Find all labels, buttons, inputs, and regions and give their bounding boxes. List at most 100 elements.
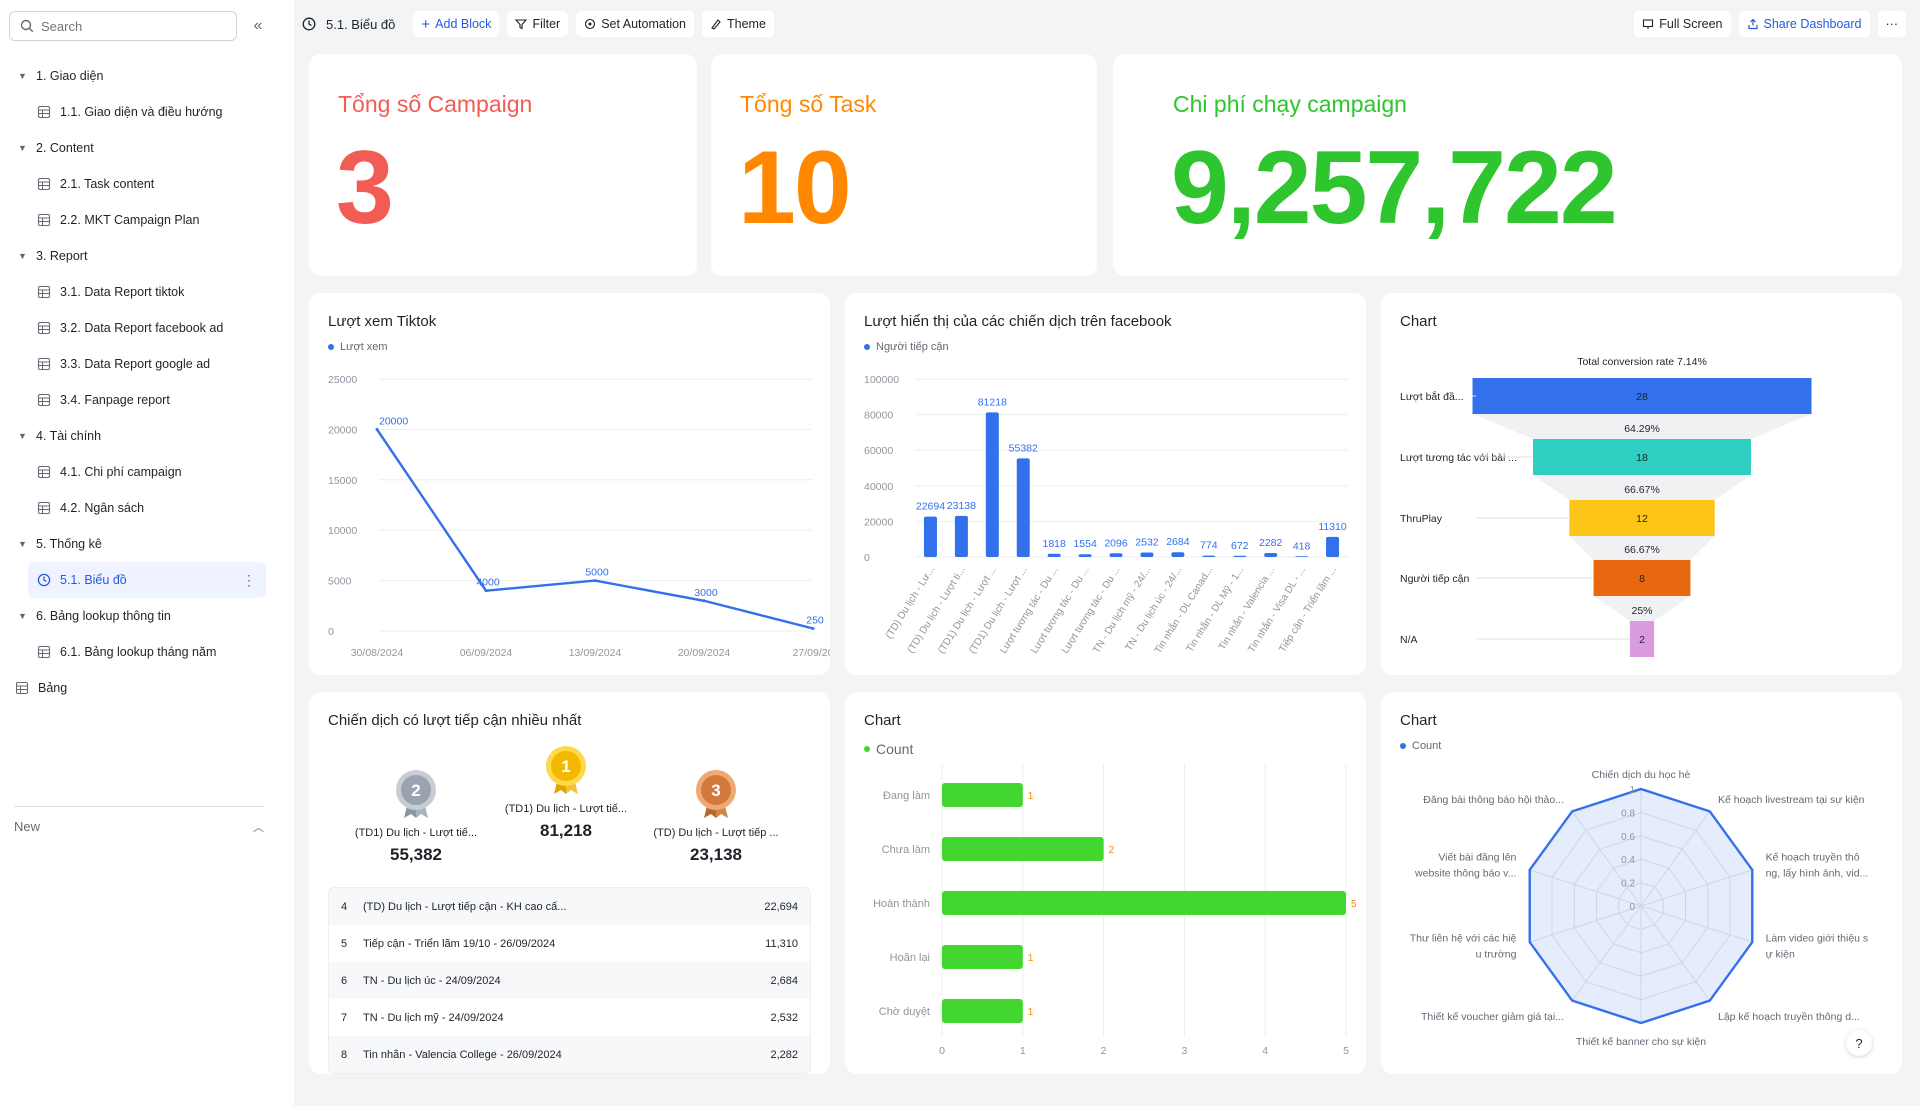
legend-dot	[328, 344, 334, 350]
caret-down-icon[interactable]: ▼	[18, 539, 27, 549]
stage-label: ThruPlay	[1400, 513, 1443, 525]
funnel-stage[interactable]	[1569, 500, 1715, 536]
podium-third[interactable]: 3 (TD) Du lịch - Lượt tiếp ... 23,138	[646, 768, 786, 865]
data-point[interactable]	[593, 579, 597, 583]
help-button[interactable]: ?	[1846, 1030, 1872, 1056]
funnel-chart-card[interactable]: Chart Total conversion rate 7.14% 28 Lượt …	[1381, 293, 1902, 675]
chart-legend[interactable]: Người tiếp cận	[864, 341, 949, 353]
tree-item[interactable]: 4.1. Chi phí campaign	[0, 454, 294, 490]
tree-group[interactable]: ▼ 5. Thống kê	[0, 526, 294, 562]
full-screen-button[interactable]: Full Screen	[1634, 11, 1731, 37]
bar[interactable]	[985, 412, 999, 557]
caret-down-icon[interactable]: ▼	[18, 251, 27, 261]
facebook-chart-card[interactable]: Lượt hiển thị của các chiến dịch trên fa…	[845, 293, 1366, 675]
plus-icon: +	[421, 15, 431, 33]
collapse-sidebar-icon[interactable]: «	[253, 17, 263, 34]
table-row[interactable]: 7 TN - Du lịch mỹ - 24/09/2024 2,532	[329, 999, 810, 1036]
radar-axis-line	[1640, 869, 1753, 907]
tree-group[interactable]: ▼ 4. Tài chính	[0, 418, 294, 454]
bar[interactable]	[1016, 458, 1030, 557]
radar-series[interactable]	[1528, 787, 1754, 1025]
funnel-stage[interactable]	[1593, 560, 1691, 596]
tree-item[interactable]: 3.3. Data Report google ad	[0, 346, 294, 382]
podium-second[interactable]: 2 (TD1) Du lịch - Lượt tiế... 55,382	[346, 768, 486, 865]
tree-item[interactable]: 5.1. Biểu đồ ⋮	[28, 562, 266, 598]
caret-down-icon[interactable]: ▼	[18, 611, 27, 621]
theme-button[interactable]: Theme	[702, 11, 774, 37]
chart-legend[interactable]: Lượt xem	[328, 341, 388, 353]
new-section[interactable]: New ︿	[14, 806, 264, 835]
bar[interactable]	[1202, 555, 1216, 557]
tree-item[interactable]: 2.2. MKT Campaign Plan	[0, 202, 294, 238]
tree-item[interactable]: 3.1. Data Report tiktok	[0, 274, 294, 310]
tree-item[interactable]: 4.2. Ngân sách	[0, 490, 294, 526]
table-row[interactable]: 4 (TD) Du lịch - Lượt tiếp cận - KH cao c…	[329, 888, 810, 925]
y-tick-label: 20000	[864, 516, 893, 528]
tree-item[interactable]: 6.1. Bảng lookup tháng năm	[0, 634, 294, 670]
data-point[interactable]	[375, 427, 379, 431]
table-row[interactable]: 8 Tin nhắn - Valencia College - 26/09/202…	[329, 1036, 810, 1073]
kpi-card-task[interactable]: Tổng số Task 10	[711, 54, 1097, 276]
chart-legend[interactable]: Count	[864, 741, 913, 757]
kpi-card-cost[interactable]: Chi phí chạy campaign 9,257,722	[1113, 54, 1902, 276]
tree-group[interactable]: ▼ 6. Bảng lookup thông tin	[0, 598, 294, 634]
bar[interactable]	[942, 891, 1346, 915]
tiktok-line-chart: 0 5000 10000 15000 20000 25000 30/08/2024 06/09…	[328, 374, 830, 659]
data-point[interactable]	[702, 599, 706, 603]
add-block-button[interactable]: + Add Block	[413, 11, 500, 37]
tree-item[interactable]: 2.1. Task content	[0, 166, 294, 202]
chevron-up-icon[interactable]: ︿	[253, 822, 264, 834]
bar[interactable]	[1326, 536, 1340, 557]
search-box[interactable]	[9, 11, 237, 41]
radar-chart-card[interactable]: Chart Count 0 0.2 0.4 0.6 0.8 1 Chiến dịch du …	[1381, 692, 1902, 1074]
caret-down-icon[interactable]: ▼	[18, 143, 27, 153]
bar[interactable]	[1233, 555, 1247, 557]
y-tick-label: 80000	[864, 410, 893, 422]
bar[interactable]	[954, 515, 968, 557]
bar[interactable]	[1109, 553, 1123, 557]
bar[interactable]	[942, 999, 1023, 1023]
bar[interactable]	[942, 783, 1023, 807]
funnel-stage[interactable]	[1629, 621, 1655, 657]
funnel-stage[interactable]	[1533, 439, 1751, 475]
data-point[interactable]	[811, 626, 815, 630]
set-automation-button[interactable]: Set Automation	[576, 11, 694, 37]
data-point[interactable]	[484, 589, 488, 593]
full-screen-label: Full Screen	[1659, 17, 1723, 31]
caret-down-icon[interactable]: ▼	[18, 71, 27, 81]
tiktok-chart-card[interactable]: Lượt xem Tiktok Lượt xem 0 5000 10000 15000…	[309, 293, 830, 675]
tree-item[interactable]: 1.1. Giao diện và điều hướng	[0, 94, 294, 130]
status-chart-card[interactable]: Chart Count 0 1 2 3 4 5 1 Đang làm 2 Chưa làm 5 Hoà…	[845, 692, 1366, 1074]
bar[interactable]	[942, 837, 1104, 861]
tree-item[interactable]: 3.4. Fanpage report	[0, 382, 294, 418]
ranking-card[interactable]: Chiến dịch có lượt tiếp cận nhiều nhất 2…	[309, 692, 830, 1074]
filter-button[interactable]: Filter	[507, 11, 569, 37]
bar[interactable]	[923, 516, 937, 557]
table-row[interactable]: 6 TN - Du lịch úc - 24/09/2024 2,684	[329, 962, 810, 999]
more-options-icon[interactable]: ⋮	[242, 571, 256, 588]
bar[interactable]	[1264, 552, 1278, 557]
more-button[interactable]: ···	[1877, 11, 1906, 37]
dashboard-icon	[302, 17, 316, 31]
tree-group[interactable]: ▼ 1. Giao diện	[0, 58, 294, 94]
bar[interactable]	[942, 945, 1023, 969]
table-row[interactable]: 5 Tiếp cận - Triển lãm 19/10 - 26/09/2024…	[329, 925, 810, 962]
share-dashboard-button[interactable]: Share Dashboard	[1738, 11, 1870, 37]
bar[interactable]	[1140, 552, 1154, 557]
tree-group[interactable]: ▼ 2. Content	[0, 130, 294, 166]
search-input[interactable]	[41, 18, 221, 34]
tree-item[interactable]: 3.2. Data Report facebook ad	[0, 310, 294, 346]
tree-item[interactable]: Bảng	[0, 670, 294, 706]
funnel-stage[interactable]	[1472, 378, 1812, 414]
kpi-card-campaign[interactable]: Tổng số Campaign 3	[309, 54, 697, 276]
chart-legend[interactable]: Count	[1400, 740, 1441, 752]
tree-group[interactable]: ▼ 3. Report	[0, 238, 294, 274]
search-icon	[20, 19, 34, 33]
bar[interactable]	[1171, 552, 1185, 557]
bar[interactable]	[1047, 553, 1061, 557]
caret-down-icon[interactable]: ▼	[18, 431, 27, 441]
bar[interactable]	[1078, 554, 1092, 557]
bar[interactable]	[1295, 556, 1309, 557]
podium-first[interactable]: 1 (TD1) Du lịch - Lượt tiế... 81,218	[496, 744, 636, 841]
data-label: 1554	[1073, 538, 1097, 550]
